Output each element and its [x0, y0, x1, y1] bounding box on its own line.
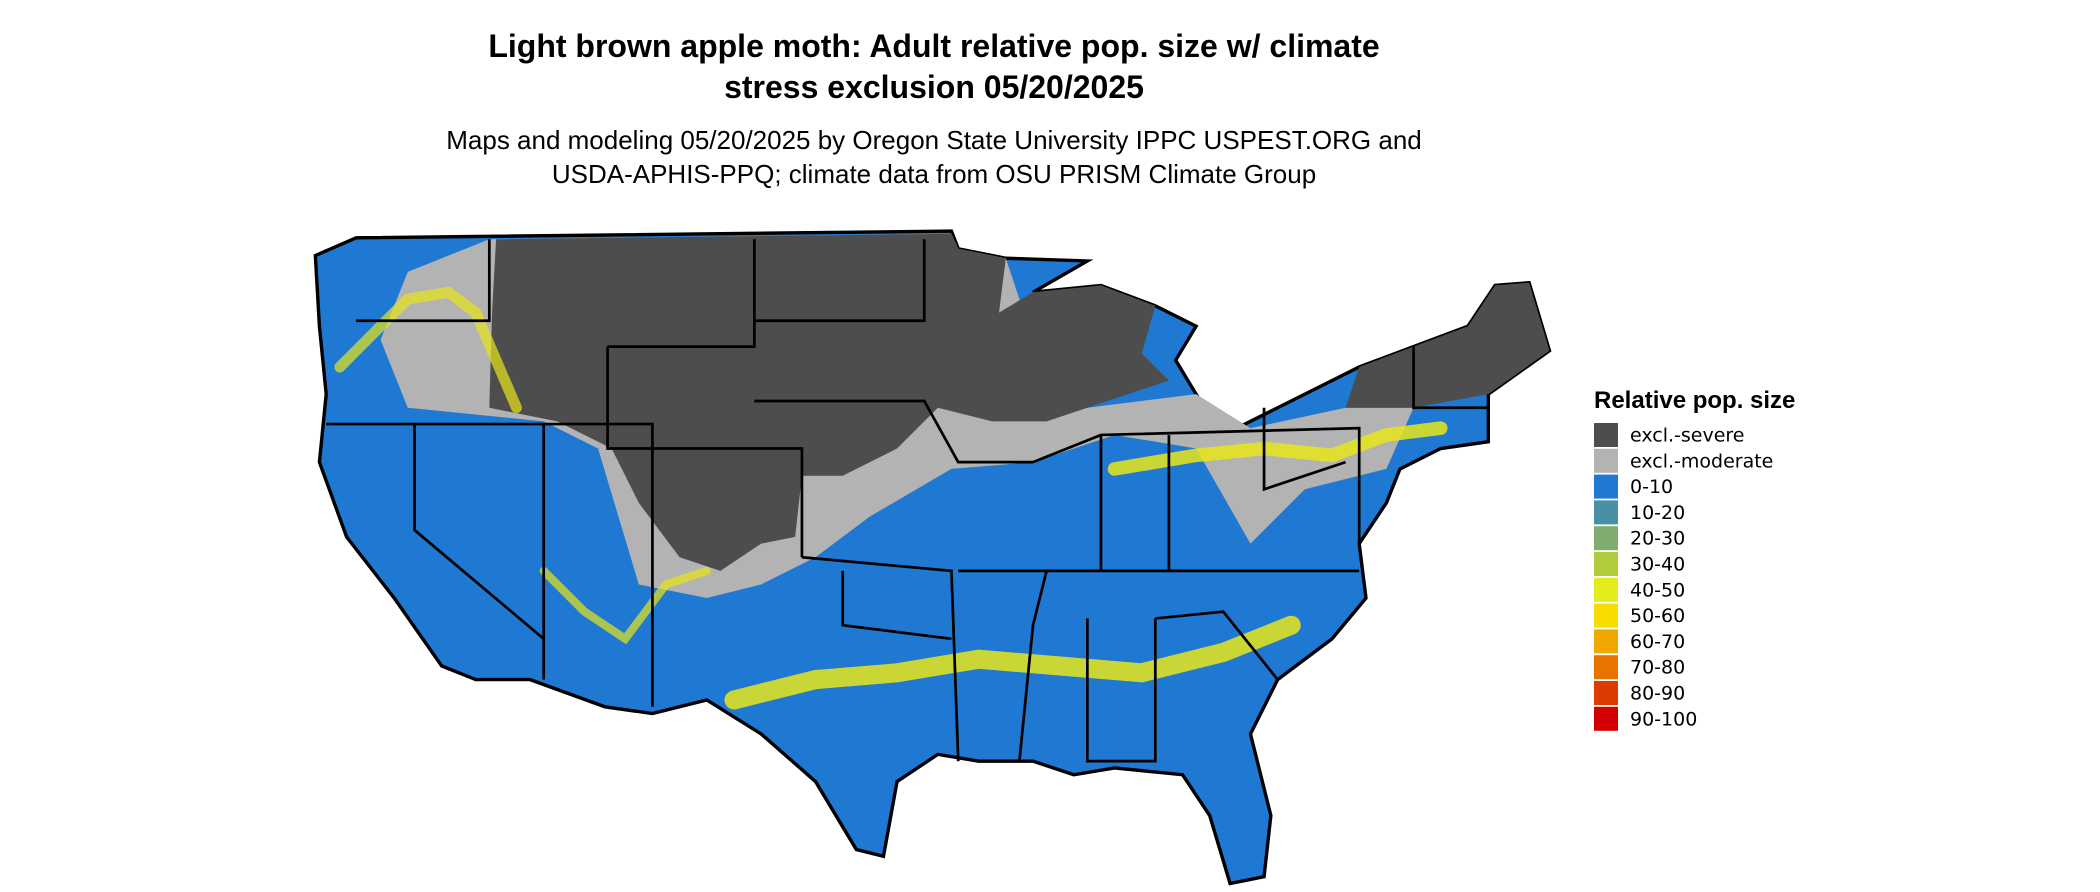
suitable-band: [539, 566, 711, 645]
subtitle: USDA-APHIS-PPQ; climate data from OSU PR…: [552, 159, 1316, 189]
legend-swatch: [1594, 655, 1618, 680]
legend-label: 20-30: [1630, 528, 1685, 550]
legend: Relative pop. size excl.-severe excl.-mode…: [1594, 387, 1795, 731]
legend-swatch: [1594, 500, 1618, 525]
legend-label: 80-90: [1630, 683, 1685, 705]
title: stress exclusion 05/20/2025: [724, 69, 1144, 105]
legend-swatch: [1594, 423, 1618, 447]
legend-swatch: [1594, 448, 1618, 473]
subtitle: Maps and modeling 05/20/2025 by Oregon S…: [446, 125, 1422, 155]
region-severe: [1345, 282, 1550, 408]
legend-label: excl.-severe: [1630, 425, 1745, 447]
state-borders: [326, 239, 1489, 763]
legend-label: 40-50: [1630, 579, 1685, 601]
map: [313, 229, 1552, 886]
suitable-band: [724, 615, 1301, 710]
legend-label: 60-70: [1630, 631, 1685, 653]
legend-label: 0-10: [1630, 476, 1673, 498]
legend-swatch: [1594, 577, 1618, 602]
legend-label: 50-60: [1630, 605, 1685, 627]
legend-swatch: [1594, 552, 1618, 576]
legend-swatch: [1594, 474, 1618, 499]
legend-label: 90-100: [1630, 708, 1697, 730]
legend-swatch: [1594, 681, 1618, 705]
legend-label: 10-20: [1630, 502, 1685, 524]
legend-swatch: [1594, 629, 1618, 654]
legend-label: excl.-moderate: [1630, 450, 1773, 472]
legend-swatch: [1594, 526, 1618, 551]
legend-label: 30-40: [1630, 554, 1685, 576]
legend-label: 70-80: [1630, 657, 1685, 679]
title: Light brown apple moth: Adult relative p…: [488, 28, 1379, 64]
header: Light brown apple moth: Adult relative p…: [446, 28, 1422, 189]
suitable-band: [334, 286, 522, 414]
legend-title: Relative pop. size: [1594, 387, 1795, 414]
legend-swatch: [1594, 706, 1618, 731]
suitable-band: [1107, 421, 1448, 476]
legend-swatch: [1594, 603, 1618, 628]
